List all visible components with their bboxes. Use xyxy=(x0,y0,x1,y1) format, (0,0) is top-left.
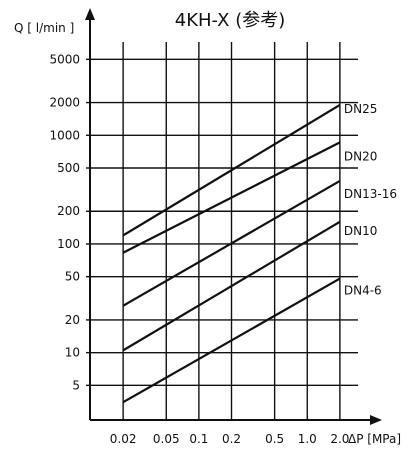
series-label: DN10 xyxy=(344,224,378,238)
x-axis-label: ΔP [MPa] xyxy=(348,432,401,446)
x-tick-label: 1.0 xyxy=(298,432,317,446)
y-axis-arrow xyxy=(85,8,95,20)
y-tick-label: 500 xyxy=(57,161,80,175)
y-tick-label: 20 xyxy=(65,313,80,327)
series-line-dn20 xyxy=(122,141,341,254)
y-axis-label: Q [ l/min ] xyxy=(14,21,74,35)
series-line-dn25 xyxy=(122,104,341,237)
series-label: DN20 xyxy=(344,149,378,163)
y-tick-label: 2000 xyxy=(49,96,80,110)
y-tick-label: 100 xyxy=(57,237,80,251)
y-tick-label: 50 xyxy=(65,270,80,284)
series-line-dn4-6 xyxy=(122,277,341,404)
series-label: DN13-16 xyxy=(344,187,397,201)
series-line-dn10 xyxy=(122,220,341,352)
series-lines xyxy=(122,104,341,404)
x-axis-arrow xyxy=(370,415,382,425)
y-tick-label: 10 xyxy=(65,346,80,360)
x-tick-label: 0.2 xyxy=(222,432,241,446)
y-tick-label: 5 xyxy=(72,378,80,392)
series-labels: DN25 DN20 DN13-16 DN10 DN4-6 xyxy=(344,102,397,298)
x-tick-label: 0.5 xyxy=(265,432,284,446)
x-tick-label: 2.0 xyxy=(330,432,349,446)
series-label: DN25 xyxy=(344,102,378,116)
y-tick-label: 200 xyxy=(57,204,80,218)
x-tick-label: 0.05 xyxy=(153,432,180,446)
x-tick-label: 0.02 xyxy=(110,432,137,446)
chart-title: 4KH-X (参考) xyxy=(175,10,286,31)
grid xyxy=(86,42,358,420)
tick-labels: 0.02 0.05 0.1 0.2 0.5 1.0 2.0 5 10 20 50 100 200 500 1… xyxy=(49,52,349,446)
x-tick-label: 0.1 xyxy=(189,432,208,446)
series-line-dn13-16 xyxy=(122,179,341,307)
axes xyxy=(85,8,382,425)
y-tick-label: 1000 xyxy=(49,128,80,142)
series-label: DN4-6 xyxy=(344,284,382,298)
y-tick-label: 5000 xyxy=(49,52,80,66)
